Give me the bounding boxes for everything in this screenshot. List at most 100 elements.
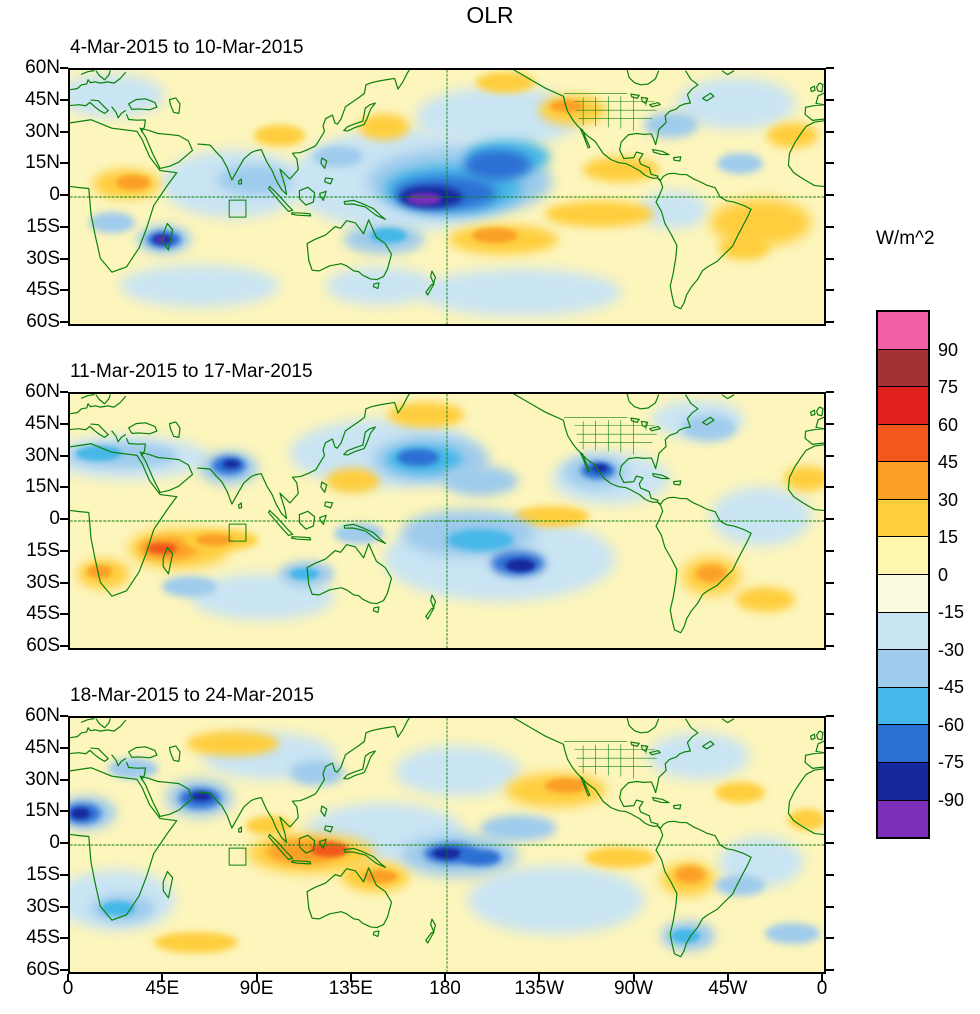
axis-tick	[161, 974, 164, 982]
colorbar-tick-label: -15	[938, 602, 965, 622]
axis-tick	[826, 581, 834, 584]
axis-tick	[826, 486, 834, 489]
anomaly-blob	[472, 227, 519, 243]
lat-tick-label: 30S	[26, 571, 60, 593]
anomaly-blob	[191, 791, 213, 801]
anomaly-blob	[187, 730, 280, 757]
lon-tick-label: 45E	[145, 978, 180, 999]
axis-tick	[60, 225, 68, 228]
panel-title: 18-Mar-2015 to 24-Mar-2015	[70, 685, 314, 706]
axis-tick	[826, 873, 834, 876]
anomaly-blob	[147, 542, 177, 555]
colorbar-segment	[878, 761, 928, 800]
anomaly-blob	[681, 415, 737, 441]
lat-tick-label: 45N	[25, 88, 60, 110]
colorbar-tick-label: 0	[938, 564, 949, 585]
axis-tick	[826, 937, 834, 940]
lat-tick-label: 60S	[26, 635, 60, 656]
lat-tick-label: 45N	[25, 412, 60, 434]
axis-tick	[60, 422, 68, 425]
lat-tick-label: 45S	[26, 603, 60, 625]
anomaly-blob	[719, 235, 770, 261]
anomaly-blob	[583, 156, 659, 183]
lon-tick-label: 90W	[613, 978, 654, 999]
lat-tick-label: 15S	[26, 215, 60, 237]
anomaly-blob	[447, 529, 515, 551]
colorbar-tick-label: -45	[938, 677, 965, 697]
anomaly-blob	[419, 268, 621, 316]
lon-tick-label: 0	[62, 978, 74, 999]
axis-tick	[60, 905, 68, 908]
axis-tick	[60, 778, 68, 781]
colorbar-tick-label: -90	[938, 789, 965, 810]
panel-title: 4-Mar-2015 to 10-Mar-2015	[70, 37, 304, 58]
axis-tick	[826, 905, 834, 908]
axis-tick	[60, 518, 68, 520]
anomaly-blob	[459, 849, 502, 867]
lat-tick-label: 60N	[25, 57, 60, 78]
axis-tick	[826, 98, 834, 101]
lat-tick-label: 15S	[26, 539, 60, 561]
colorbar-segment	[878, 686, 928, 725]
anomaly-blob	[736, 586, 795, 612]
axis-tick	[60, 873, 68, 876]
axis-tick	[255, 974, 258, 982]
axis-tick	[60, 613, 68, 616]
axis-tick	[60, 715, 68, 717]
anomaly-blob	[254, 125, 305, 147]
axis-tick	[60, 194, 68, 196]
axis-tick	[826, 454, 834, 457]
map-panel	[68, 716, 826, 974]
axis-tick	[60, 67, 68, 69]
lat-tick-label: 0	[49, 508, 60, 529]
axis-tick	[60, 842, 68, 844]
anomaly-blob	[585, 847, 657, 869]
anomaly-blob	[195, 533, 234, 547]
axis-tick	[826, 518, 834, 520]
colorbar-segment	[878, 348, 928, 387]
lon-tick-label: 180	[429, 978, 461, 999]
lat-tick-label: 60S	[26, 311, 60, 332]
lat-tick-label: 0	[49, 184, 60, 205]
anomaly-blob	[591, 463, 609, 473]
colorbar-segment	[878, 649, 928, 687]
colorbar	[876, 310, 930, 839]
anomaly-blob	[696, 565, 726, 583]
lat-tick-label: 60S	[26, 959, 60, 980]
colorbar-tick-label: 75	[938, 377, 959, 397]
colorbar-tick-label: -30	[938, 639, 965, 660]
anomaly-blob	[442, 465, 519, 496]
lon-tick-label: 135E	[328, 978, 373, 999]
axis-tick	[60, 130, 68, 133]
colorbar-tick-label: 60	[938, 414, 959, 435]
colorbar-unit-label: W/m^2	[876, 228, 935, 249]
axis-tick	[60, 937, 68, 940]
axis-tick	[826, 746, 834, 749]
axis-tick	[60, 98, 68, 101]
axis-tick	[60, 810, 68, 813]
figure-title: OLR	[466, 2, 514, 28]
colorbar-segment	[878, 536, 928, 575]
anomaly-blob	[325, 468, 380, 494]
anomaly-blob	[514, 506, 590, 528]
lat-tick-label: 45S	[26, 927, 60, 949]
anomaly-blob	[715, 781, 766, 803]
axis-tick	[826, 130, 834, 133]
anomaly-blob	[715, 874, 766, 896]
axis-tick	[826, 162, 834, 165]
lat-tick-label: 60N	[25, 705, 60, 726]
anomaly-blob	[120, 264, 280, 308]
axis-tick	[60, 454, 68, 457]
axis-tick	[826, 613, 834, 616]
lat-tick-label: 15N	[25, 152, 60, 174]
axis-tick	[826, 645, 834, 647]
anomaly-blob	[767, 122, 818, 149]
colorbar-segment	[878, 799, 928, 838]
colorbar-tick-label: 30	[938, 489, 959, 510]
axis-tick	[826, 257, 834, 260]
axis-tick	[821, 974, 823, 982]
map-panel	[68, 392, 826, 650]
colorbar-segment	[878, 724, 928, 762]
anomaly-blob	[476, 72, 535, 94]
anomaly-blob	[245, 816, 292, 836]
